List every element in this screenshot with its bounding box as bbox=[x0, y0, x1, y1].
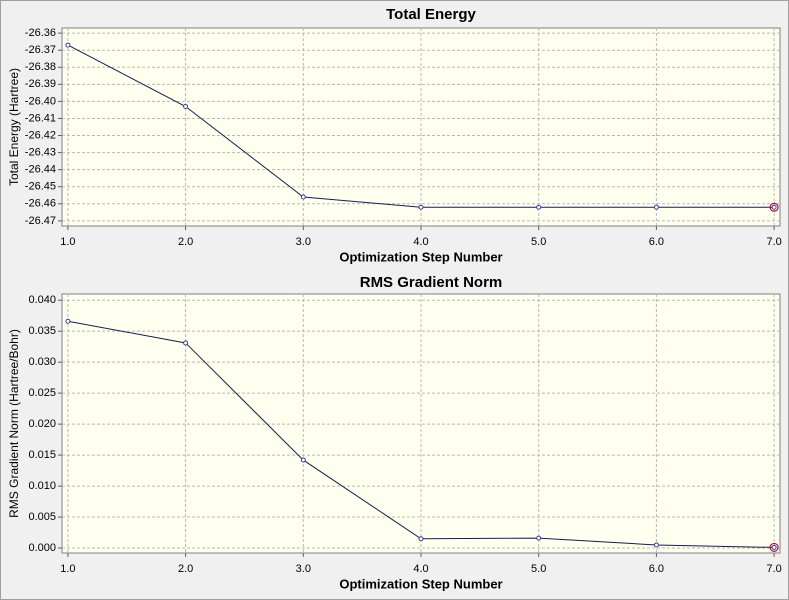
point bbox=[300, 194, 306, 200]
point bbox=[536, 535, 542, 541]
x-axis-label: Optimization Step Number bbox=[339, 576, 502, 591]
chart-title: RMS Gradient Norm bbox=[360, 274, 503, 291]
point bbox=[536, 204, 542, 210]
x-tick-label: 2.0 bbox=[178, 236, 193, 248]
point bbox=[653, 204, 659, 210]
y-tick-label: -26.47 bbox=[25, 215, 56, 227]
x-tick-label: 5.0 bbox=[531, 563, 546, 575]
y-tick-label: -26.36 bbox=[25, 27, 56, 39]
point bbox=[183, 340, 189, 346]
y-tick-label: 0.025 bbox=[28, 387, 56, 399]
x-tick-label: 6.0 bbox=[649, 563, 664, 575]
y-tick-label: -26.44 bbox=[25, 164, 56, 176]
x-tick-label: 5.0 bbox=[531, 236, 546, 248]
x-tick-label: 3.0 bbox=[296, 236, 311, 248]
point bbox=[771, 204, 777, 210]
y-axis-label: Total Energy (Hartree) bbox=[7, 68, 21, 186]
y-tick-label: 0.000 bbox=[28, 542, 56, 554]
plot-area bbox=[61, 27, 781, 227]
y-tick-label: -26.40 bbox=[25, 95, 56, 107]
y-tick-label: 0.005 bbox=[28, 511, 56, 523]
y-tick-label: -26.42 bbox=[25, 129, 56, 141]
y-tick-label: 0.035 bbox=[28, 325, 56, 337]
point bbox=[300, 457, 306, 463]
x-tick-label: 7.0 bbox=[766, 236, 781, 248]
y-tick-label: -26.41 bbox=[25, 112, 56, 124]
point bbox=[65, 318, 71, 324]
x-tick-label: 4.0 bbox=[413, 563, 428, 575]
y-tick-label: -26.39 bbox=[25, 78, 56, 90]
highlight-ring bbox=[769, 542, 779, 553]
y-tick-label: -26.37 bbox=[25, 44, 56, 56]
y-tick-label: 0.040 bbox=[28, 294, 56, 306]
x-tick-label: 6.0 bbox=[649, 236, 664, 248]
chart-title: Total Energy bbox=[386, 6, 476, 23]
y-axis-label: RMS Gradient Norm (Hartree/Bohr) bbox=[7, 329, 21, 518]
x-tick-label: 3.0 bbox=[296, 563, 311, 575]
point bbox=[653, 542, 659, 548]
y-tick-label: 0.030 bbox=[28, 356, 56, 368]
y-tick-label: -26.46 bbox=[25, 198, 56, 210]
y-tick-label: -26.45 bbox=[25, 181, 56, 193]
y-tick-label: -26.43 bbox=[25, 147, 56, 159]
y-tick-label: 0.015 bbox=[28, 449, 56, 461]
point bbox=[418, 536, 424, 542]
x-tick-label: 1.0 bbox=[60, 236, 75, 248]
x-tick-label: 7.0 bbox=[766, 563, 781, 575]
x-axis-label: Optimization Step Number bbox=[339, 249, 502, 264]
point bbox=[418, 204, 424, 210]
x-tick-label: 2.0 bbox=[178, 563, 193, 575]
y-tick-label: 0.010 bbox=[28, 480, 56, 492]
x-tick-label: 4.0 bbox=[413, 236, 428, 248]
point bbox=[65, 42, 71, 48]
x-tick-label: 1.0 bbox=[60, 563, 75, 575]
point bbox=[183, 104, 189, 110]
y-tick-label: 0.020 bbox=[28, 418, 56, 430]
point bbox=[771, 544, 777, 550]
highlight-ring bbox=[769, 202, 779, 212]
y-tick-label: -26.38 bbox=[25, 61, 56, 73]
